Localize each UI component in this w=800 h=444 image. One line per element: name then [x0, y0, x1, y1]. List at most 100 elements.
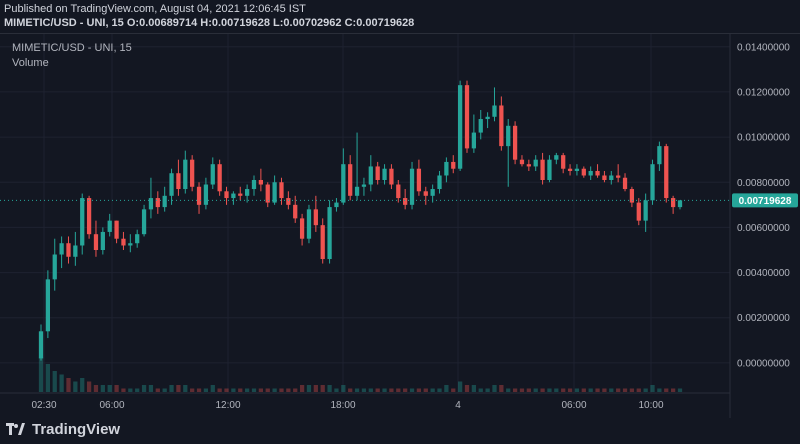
volume-bar [313, 385, 318, 392]
candle-body [313, 209, 318, 226]
volume-bar [45, 364, 51, 392]
candle-body [86, 198, 92, 235]
volume-bar [430, 388, 435, 392]
candle-body [66, 243, 71, 257]
time-tick-label: 06:00 [561, 400, 586, 411]
candle-body [361, 184, 367, 187]
volume-bar [135, 388, 140, 392]
candle-body [595, 170, 600, 176]
volume-bar [341, 385, 346, 392]
candle-body [657, 146, 662, 165]
candle-body [561, 155, 566, 169]
symbol-label: MIMETIC/USD - UNI, 15 [4, 17, 124, 29]
volume-bar [306, 385, 312, 392]
volume-bar [299, 385, 305, 392]
volume-bar [506, 388, 511, 392]
candle-body [93, 234, 99, 250]
candle-body [409, 168, 415, 205]
candle-body [203, 184, 209, 205]
candle-body [499, 105, 504, 147]
candle-body [155, 198, 160, 208]
candle-body [444, 161, 449, 176]
volume-bar [677, 388, 683, 392]
volume-bar [375, 388, 380, 392]
volume-bar [670, 388, 676, 392]
price-chart[interactable]: 0.01400000 0.01200000 0.01000000 0.00800000… [0, 33, 800, 418]
candle-body [52, 254, 57, 280]
volume-bar [609, 388, 614, 392]
candle-body [38, 331, 44, 359]
volume-bar [664, 388, 669, 392]
chart-grid [0, 34, 730, 393]
volume-bar [533, 388, 538, 392]
candle-body [128, 243, 133, 246]
candle-body [664, 146, 669, 199]
volume-bar [210, 385, 215, 392]
candle-body [471, 132, 477, 149]
volume-bar [567, 388, 573, 392]
volume-bar [148, 385, 154, 392]
candle-body [238, 193, 243, 196]
candle-body [258, 180, 264, 185]
candle-body [306, 209, 312, 239]
volume-bar [244, 388, 250, 392]
candle-body [59, 243, 64, 255]
candle-body [526, 164, 531, 167]
volume-bar [183, 385, 188, 392]
candle-body [169, 173, 174, 196]
candle-body [244, 189, 250, 196]
volume-bar [485, 388, 490, 392]
volume-bar [258, 388, 264, 392]
candle-body [265, 184, 270, 203]
candle-body [451, 161, 456, 169]
candle-body [622, 177, 628, 190]
volume-bar [636, 388, 641, 392]
candle-body [609, 175, 614, 180]
candle-body [677, 200, 683, 208]
volume-bar [657, 388, 662, 392]
candle-body [80, 198, 85, 246]
candle-body [485, 116, 490, 120]
candle-body [100, 231, 105, 250]
volume-bar [561, 388, 566, 392]
candle-body [396, 184, 401, 199]
volume-bar [588, 388, 593, 392]
published-line: Published on TradingView.com, August 04,… [4, 3, 306, 15]
candle-body [437, 175, 442, 190]
candle-body [73, 245, 78, 257]
candle-body [636, 202, 641, 221]
candle-body [299, 218, 305, 239]
volume-bar [272, 388, 277, 392]
candle-body [574, 168, 580, 171]
candle-body [293, 204, 298, 219]
volume-bar [382, 388, 387, 392]
volume-bar [396, 388, 401, 392]
candle-body [506, 125, 511, 147]
volume-bar [595, 388, 600, 392]
volume-bar [643, 388, 648, 392]
volume-bar [416, 388, 422, 392]
volume-bar [251, 388, 257, 392]
price-tick-label: 0.00400000 [737, 268, 790, 279]
price-tick-label: 0.01000000 [737, 133, 790, 144]
tradingview-logo-icon [6, 423, 25, 435]
volume-bar [190, 388, 195, 392]
volume-bar [217, 388, 222, 392]
volume-bar [478, 388, 483, 392]
volume-bar [52, 371, 57, 392]
tradingview-brand: TradingView [6, 418, 120, 440]
volume-bar [86, 381, 92, 392]
candle-body [616, 175, 621, 178]
candle-body [643, 200, 648, 221]
candle-body [547, 159, 552, 180]
candle-body [375, 166, 380, 180]
candle-body [650, 164, 655, 201]
price-tick-label: 0.00600000 [737, 223, 790, 234]
candle-body [389, 168, 394, 185]
volume-bar [361, 388, 367, 392]
volume-bar [499, 385, 504, 392]
candle-body [210, 164, 215, 185]
legend-title: MIMETIC/USD - UNI, 15 [12, 42, 132, 54]
candles [38, 80, 683, 361]
volume-bar [403, 388, 408, 392]
